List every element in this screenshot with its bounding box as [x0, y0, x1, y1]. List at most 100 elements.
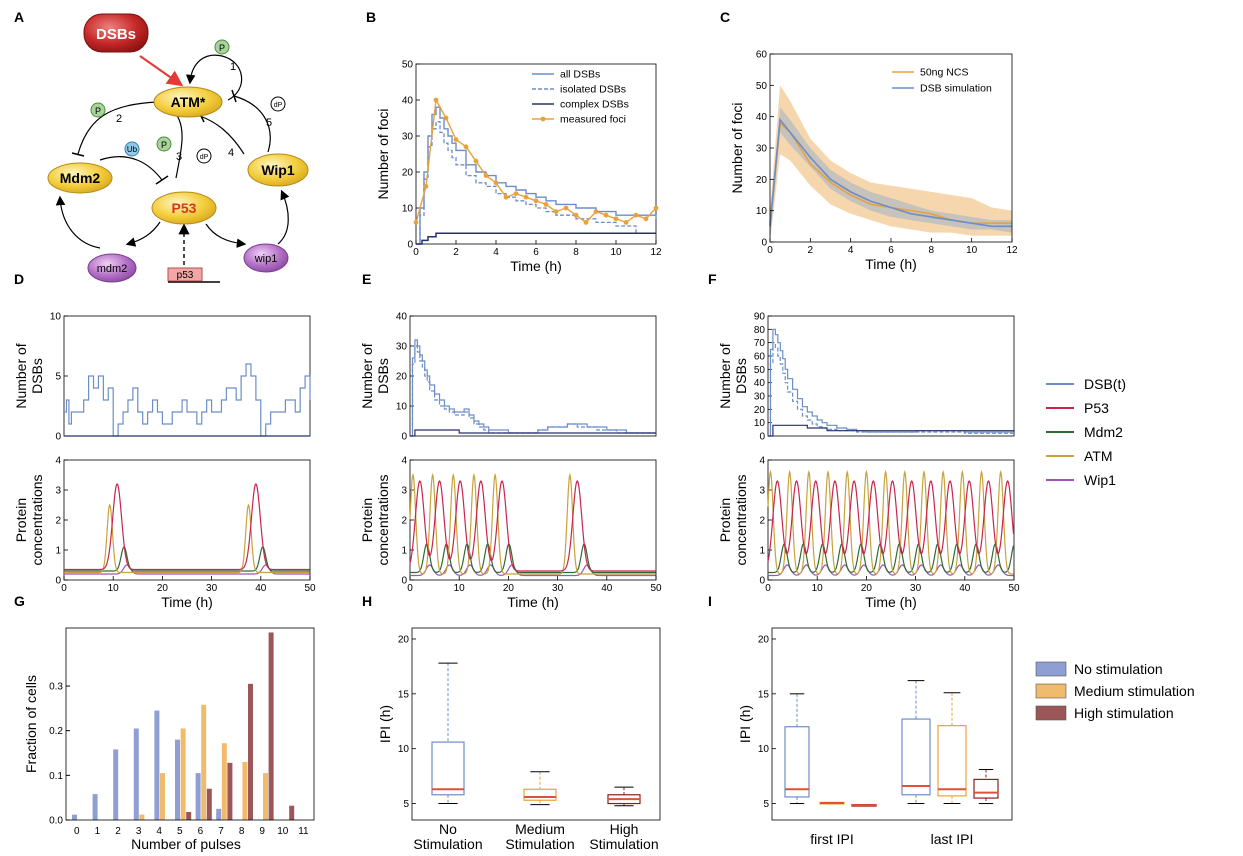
chart-i-frame — [771, 627, 1013, 821]
legend-b-label: measured foci — [560, 114, 626, 126]
bar-medium-stimulation — [263, 773, 268, 820]
chart-f-dsb-frame — [767, 315, 1015, 437]
chart-d-protein-xtick-label: 50 — [304, 583, 316, 594]
phospho-badge-2-label: P — [95, 106, 101, 116]
chart-g-ytick-label: 0.2 — [49, 726, 63, 737]
box-h-2-box — [523, 788, 557, 801]
phospho-badge-1-label: P — [219, 43, 225, 53]
edge-number-1: 1 — [230, 61, 236, 73]
chart-i-ytick-label: 15 — [758, 689, 770, 700]
protein-series-mdm2 — [768, 543, 1015, 574]
chart-f-protein-ytick-label: 3 — [759, 486, 765, 497]
species-legend-label: ATM — [1084, 448, 1113, 464]
chart-d-protein-ytick-label: 4 — [55, 456, 61, 467]
mdm2-node-label: Mdm2 — [60, 170, 101, 186]
chart-c-ytick-label: 10 — [756, 206, 768, 217]
band-dsb-simulation — [770, 107, 1012, 243]
chart-g-xtick-label: 4 — [156, 826, 162, 837]
edge-wip1rna-wip1 — [277, 189, 290, 245]
box-i-5-box — [937, 725, 967, 797]
chart-d-dsb-ylabel: Number of — [13, 343, 29, 408]
species-legend-label: Mdm2 — [1084, 424, 1123, 440]
phospho-badge-3-label: P — [161, 140, 167, 150]
chart-e-protein-xlabel: Time (h) — [507, 594, 559, 610]
measured-foci-point — [443, 115, 449, 121]
chart-b-xtick-label: 4 — [493, 247, 499, 258]
chart-h-category-label: Medium — [515, 821, 565, 837]
phospho-badge-1 — [214, 39, 230, 55]
species-legend-label: Wip1 — [1084, 472, 1116, 488]
dsb-series-dsbt — [410, 339, 656, 437]
legend-b-marker — [540, 116, 546, 122]
chart-g-xtick-label: 6 — [198, 826, 204, 837]
edge-5-wip1-atm — [233, 95, 271, 153]
bar-high-stimulation — [227, 762, 233, 820]
chart-e-dsb-frame — [409, 315, 657, 437]
chart-c-xlabel: Time (h) — [865, 256, 917, 272]
chart-f-dsb-ytick-label: 0 — [759, 432, 765, 443]
chart-d-protein-xtick-label: 40 — [255, 583, 267, 594]
edge-number-3: 3 — [176, 151, 182, 163]
chart-g-pulse-histogram: 0.0 0.1 0.2 0.3 0 1 2 3 4 5 6 7 8 9 10 11 Number of puls… — [23, 627, 315, 852]
chart-b-ytick-label: 40 — [402, 96, 414, 107]
bar-no-stimulation — [216, 808, 222, 820]
box-h-1-box — [431, 741, 465, 796]
chart-e-dsb-ytick-label: 30 — [396, 342, 408, 353]
legend-b-label: isolated DSBs — [560, 84, 626, 96]
edge-mdm2rna-mdm2 — [55, 195, 101, 249]
chart-e-protein-frame — [409, 459, 657, 581]
chart-g-xtick-label: 0 — [74, 826, 80, 837]
chart-c-xtick-label: 10 — [966, 245, 978, 256]
chart-h-ytick-label: 15 — [398, 689, 410, 700]
stim-legend-label: High stimulation — [1074, 705, 1174, 721]
chart-f-protein-xtick-label: 40 — [959, 583, 971, 594]
mdm2-node — [47, 162, 113, 194]
measured-foci-point — [453, 137, 459, 143]
chart-f-protein-ytick-label: 1 — [759, 546, 765, 557]
edge-number-5: 5 — [266, 117, 272, 129]
measured-foci-point — [563, 205, 569, 211]
phospho-badge-2 — [90, 102, 106, 118]
wip1-node-label: Wip1 — [261, 162, 295, 178]
wip1-rna-node — [243, 243, 289, 273]
edge-4-wip1-atm — [199, 115, 245, 155]
measured-foci-point — [423, 184, 429, 189]
chart-c-ytick-label: 50 — [756, 81, 768, 92]
box-i-4-box — [901, 718, 931, 796]
dsb-series-dsbt — [768, 328, 1014, 437]
measured-foci-point — [593, 209, 599, 215]
bar-no-stimulation — [113, 749, 119, 820]
bar-high-stimulation — [186, 811, 192, 820]
chart-g-xtick-label: 2 — [115, 826, 121, 837]
protein-series-atm — [767, 469, 1014, 575]
chart-d-protein-ylabel: concentrations — [29, 474, 45, 565]
edge-number-4: 4 — [228, 147, 234, 159]
chart-f-dsb-ytick-label: 70 — [754, 338, 766, 349]
legend-c-label: 50ng NCS — [920, 67, 968, 79]
stim-legend-label: Medium stimulation — [1074, 683, 1195, 699]
species-legend: DSB(t) P53 Mdm2 ATM Wip1 — [1046, 376, 1126, 488]
stim-legend-swatch — [1035, 661, 1067, 677]
chart-b-xtick-label: 2 — [453, 247, 459, 258]
chart-h-ytick-label: 10 — [398, 744, 410, 755]
panel-letter-e: E — [362, 271, 371, 287]
p53-gene-label: p53 — [177, 270, 194, 281]
measured-foci-point — [633, 212, 639, 218]
chart-h-ytick-label: 5 — [403, 799, 409, 810]
panel-letter-h: H — [362, 593, 372, 609]
chart-i-category-label: first IPI — [810, 831, 854, 847]
protein-series-mdm2 — [64, 546, 310, 572]
chart-f-protein-xtick-label: 50 — [1008, 583, 1020, 594]
chart-d-protein-ytick-label: 1 — [55, 546, 61, 557]
protein-series-atm — [409, 472, 656, 575]
chart-f-dsb-ylabel: DSBs — [733, 358, 749, 394]
species-legend-label: P53 — [1084, 400, 1109, 416]
measured-foci-point — [513, 191, 519, 197]
chart-b-ylabel: Number of foci — [375, 108, 391, 199]
chart-c-foci: 0 2 4 6 8 10 12 0 10 20 30 40 50 60 Time (h) Number of … — [729, 50, 1018, 273]
chart-b-xtick-label: 12 — [650, 247, 662, 258]
chart-g-ytick-label: 0.1 — [49, 771, 63, 782]
bar-no-stimulation — [72, 814, 77, 820]
panel-letter-g: G — [14, 593, 25, 609]
chart-e-dsb-ytick-label: 20 — [396, 372, 408, 383]
